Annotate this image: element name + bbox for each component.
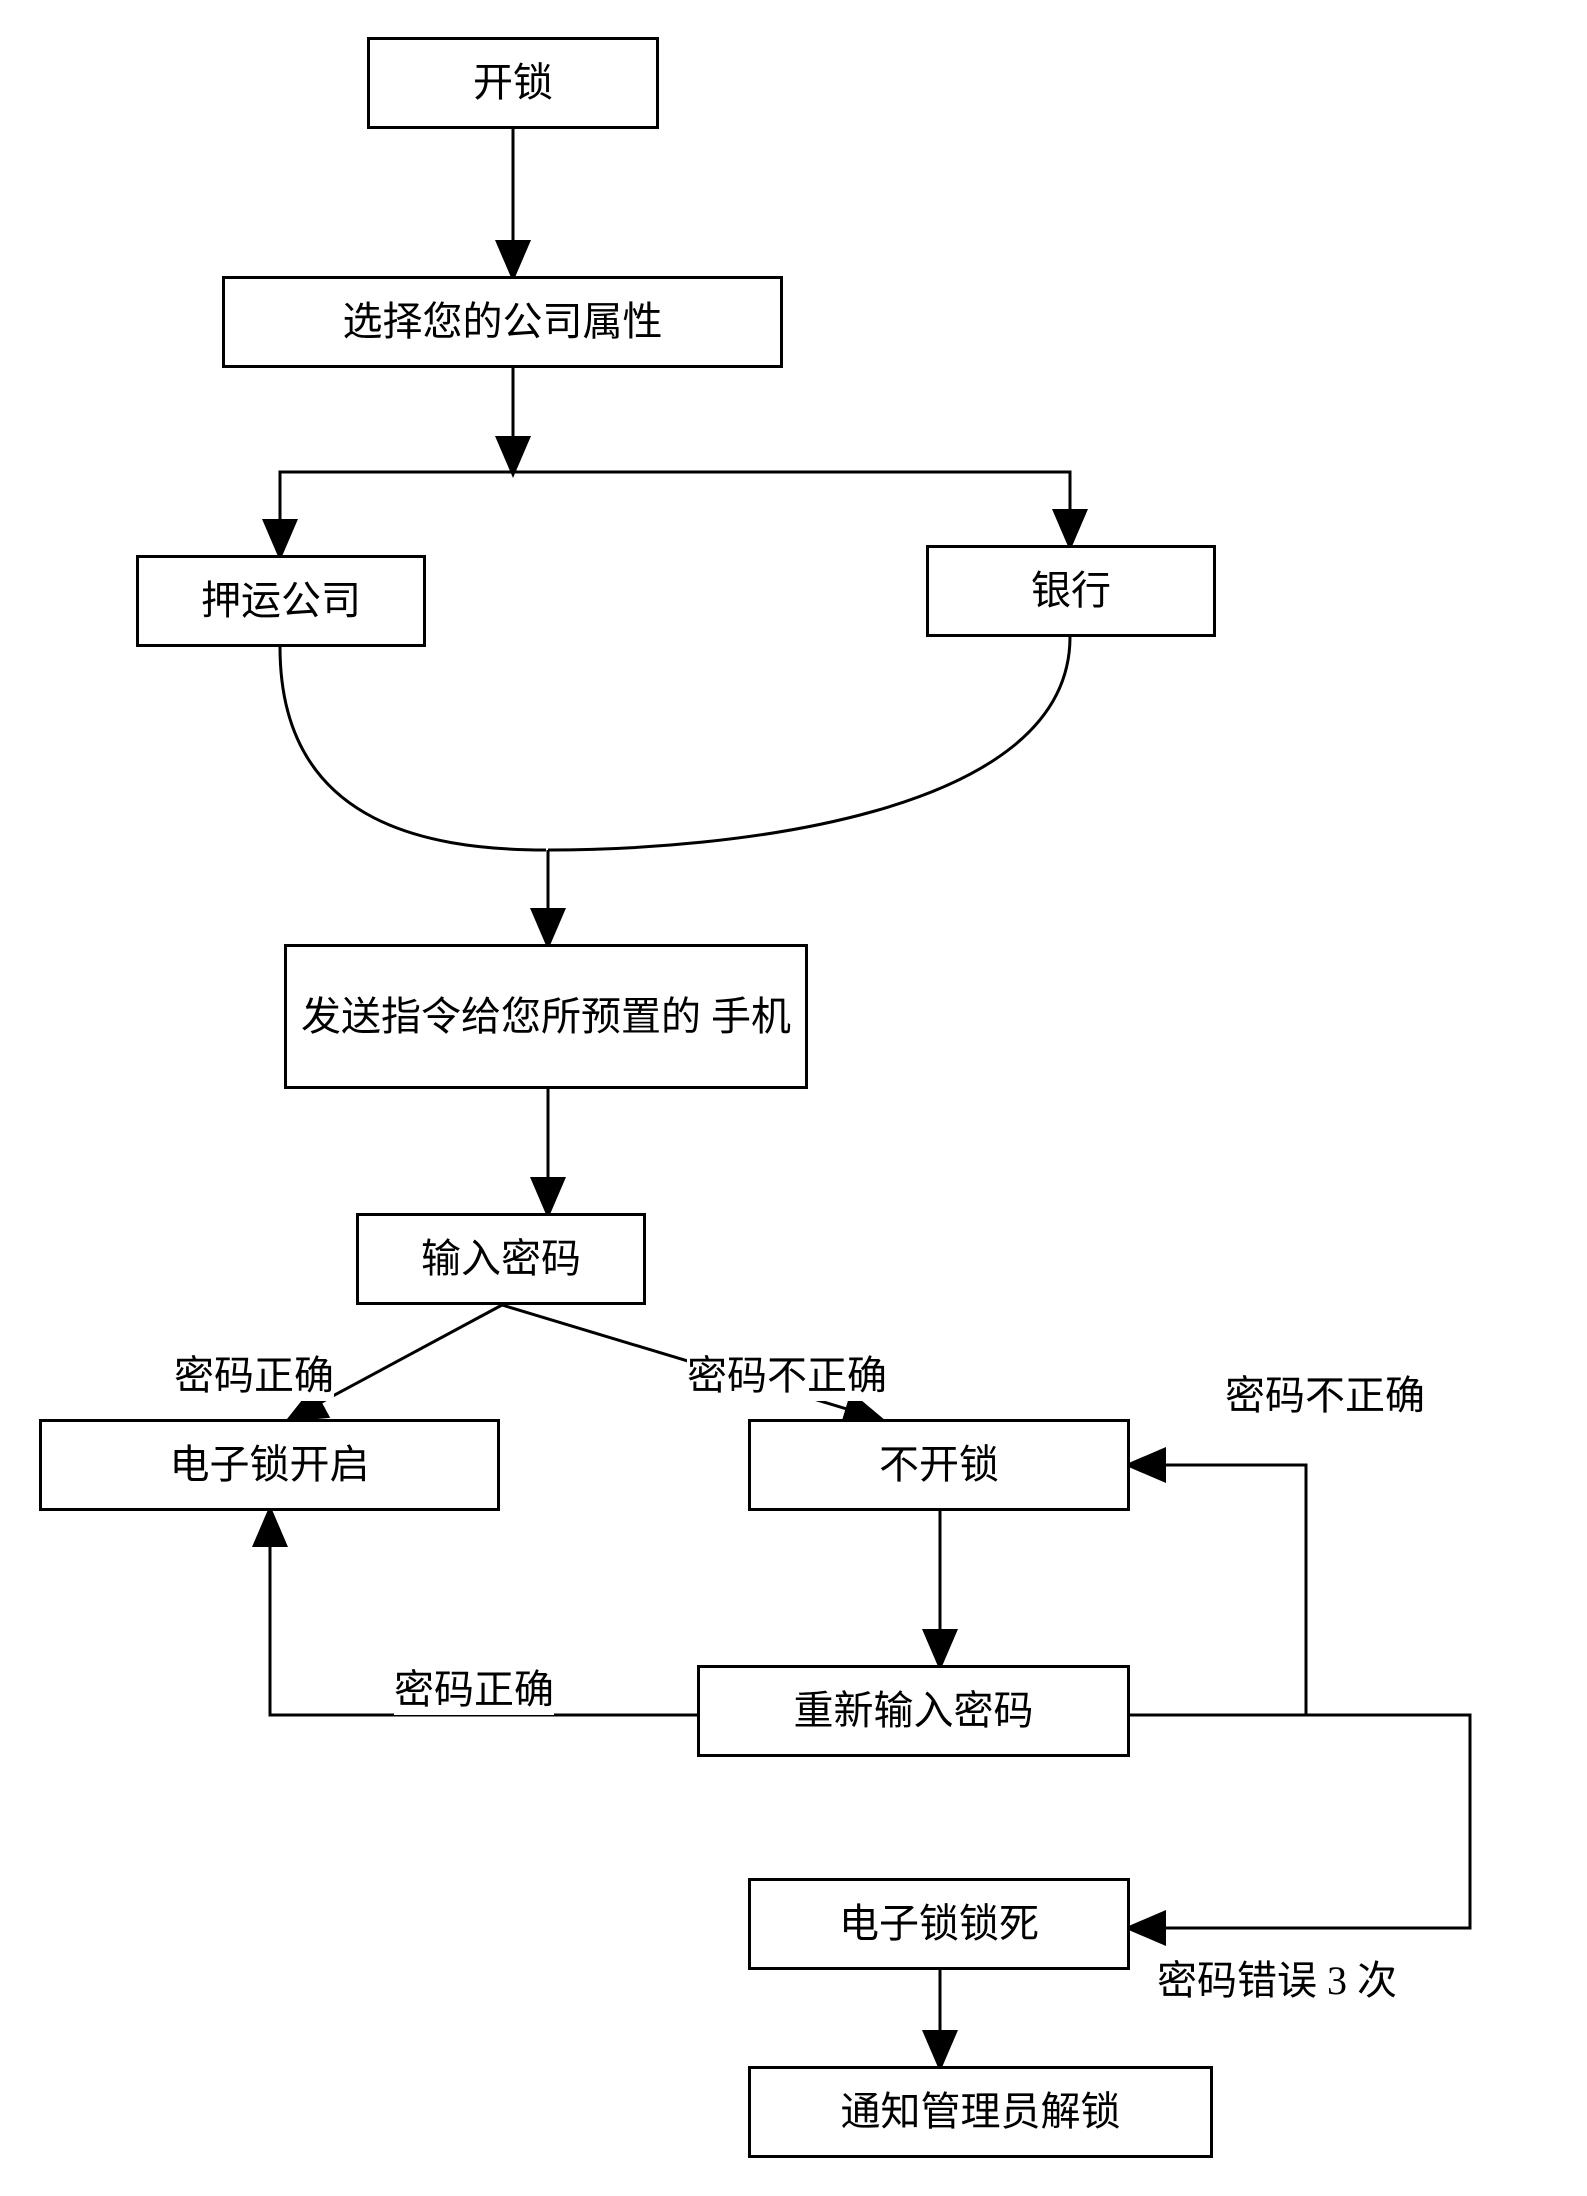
arrow-split_right (513, 472, 1070, 545)
node-not-open: 不开锁 (748, 1419, 1130, 1511)
node-start: 开锁 (367, 37, 659, 129)
node-bank: 银行 (926, 545, 1216, 637)
node-notify-admin: 通知管理员解锁 (748, 2066, 1213, 2158)
node-select-company: 选择您的公司属性 (222, 276, 783, 368)
node-unlock-open: 电子锁开启 (39, 1419, 500, 1511)
label-password-incorrect-loop: 密码不正确 (1225, 1363, 1425, 1421)
label-password-error-3: 密码错误 3 次 (1157, 1948, 1397, 2006)
arrow-merge_right (548, 637, 1070, 850)
arrow-split_left (280, 472, 513, 555)
label-password-incorrect: 密码不正确 (687, 1343, 887, 1401)
arrow-reenter_to_lockdead (1130, 1715, 1470, 1928)
node-send-command: 发送指令给您所预置的 手机 (284, 944, 808, 1089)
node-lock-dead: 电子锁锁死 (748, 1878, 1130, 1970)
arrow-merge_left (280, 647, 546, 850)
label-password-correct-2: 密码正确 (394, 1657, 554, 1715)
arrow-reenter_to_notopen (1130, 1465, 1306, 1715)
node-enter-password: 输入密码 (356, 1213, 646, 1305)
node-escort-company: 押运公司 (136, 555, 426, 647)
label-password-correct: 密码正确 (174, 1343, 334, 1401)
node-reenter-password: 重新输入密码 (697, 1665, 1130, 1757)
